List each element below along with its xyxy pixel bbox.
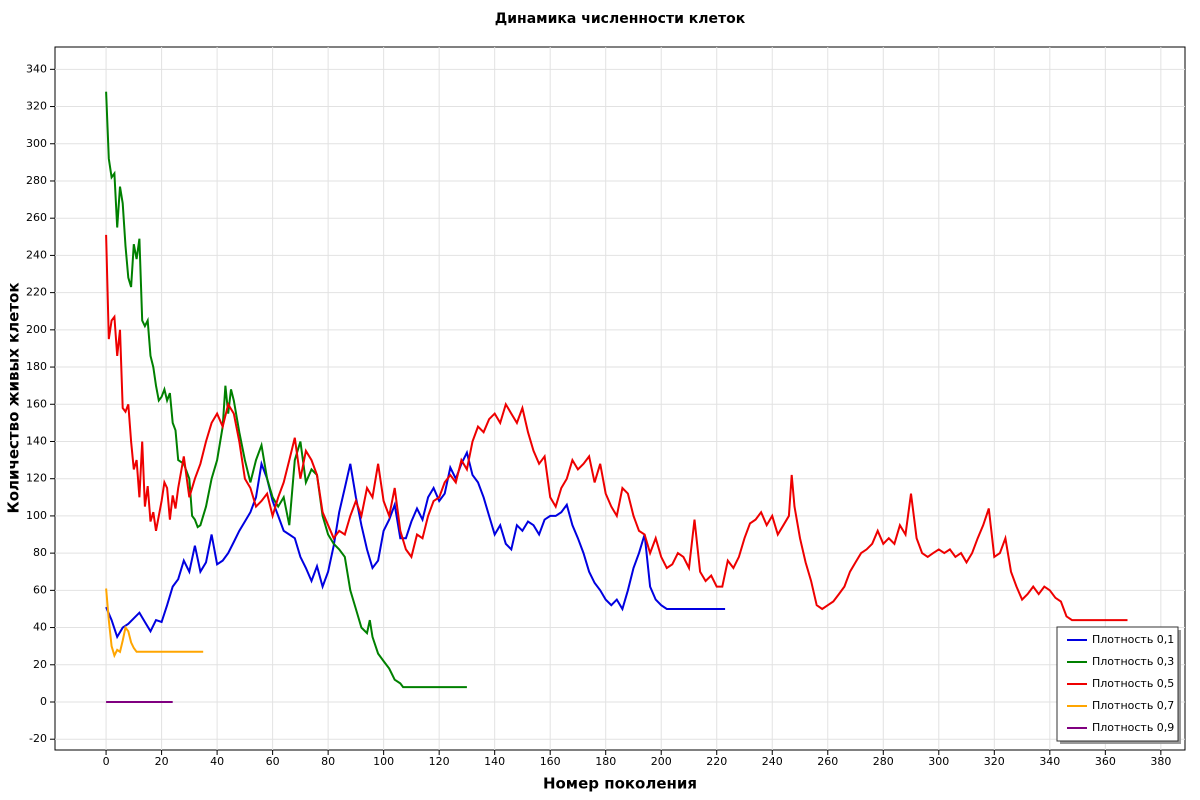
legend-label: Плотность 0,5 [1092,677,1174,690]
x-tick-label: 20 [155,755,169,768]
x-tick-label: 0 [103,755,110,768]
legend-label: Плотность 0,9 [1092,721,1174,734]
y-tick-label: 220 [26,286,47,299]
x-tick-label: 100 [373,755,394,768]
y-tick-label: 100 [26,509,47,522]
y-tick-label: 280 [26,174,47,187]
legend-label: Плотность 0,1 [1092,633,1174,646]
x-tick-label: 380 [1150,755,1171,768]
legend-label: Плотность 0,3 [1092,655,1174,668]
x-tick-label: 180 [595,755,616,768]
data-line [105,234,1128,622]
y-tick-label: 180 [26,360,47,373]
x-tick-label: 320 [984,755,1005,768]
y-tick-label: 240 [26,248,47,261]
y-tick-label: 40 [33,621,47,634]
data-line [105,588,204,659]
data-line [105,449,726,640]
x-tick-label: 60 [266,755,280,768]
x-tick-label: 260 [817,755,838,768]
data-line [105,91,467,689]
x-tick-label: 340 [1039,755,1060,768]
plot-frame [54,46,1186,751]
y-tick-label: 340 [26,62,47,75]
x-tick-label: 160 [540,755,561,768]
x-tick-label: 120 [429,755,450,768]
y-tick-label: 260 [26,211,47,224]
x-tick-label: 220 [706,755,727,768]
chart-title: Динамика численности клеток [495,11,746,27]
y-tick-label: 0 [40,695,47,708]
y-tick-label: 80 [33,546,47,559]
x-tick-label: 40 [210,755,224,768]
x-tick-label: 300 [928,755,949,768]
x-tick-label: 80 [321,755,335,768]
y-tick-label: 120 [26,472,47,485]
x-axis-title: Номер поколения [543,775,697,793]
x-tick-label: 200 [651,755,672,768]
y-tick-label: -20 [29,732,47,745]
y-tick-label: 320 [26,100,47,113]
y-tick-label: 20 [33,658,47,671]
y-tick-label: 160 [26,397,47,410]
legend-label: Плотность 0,7 [1092,699,1174,712]
x-tick-label: 240 [762,755,783,768]
y-tick-label: 60 [33,583,47,596]
x-tick-label: 140 [484,755,505,768]
x-tick-label: 280 [873,755,894,768]
y-tick-label: 200 [26,323,47,336]
y-tick-label: 140 [26,434,47,447]
x-tick-label: 360 [1095,755,1116,768]
y-tick-label: 300 [26,137,47,150]
y-axis-title: Количество живых клеток [5,282,23,513]
